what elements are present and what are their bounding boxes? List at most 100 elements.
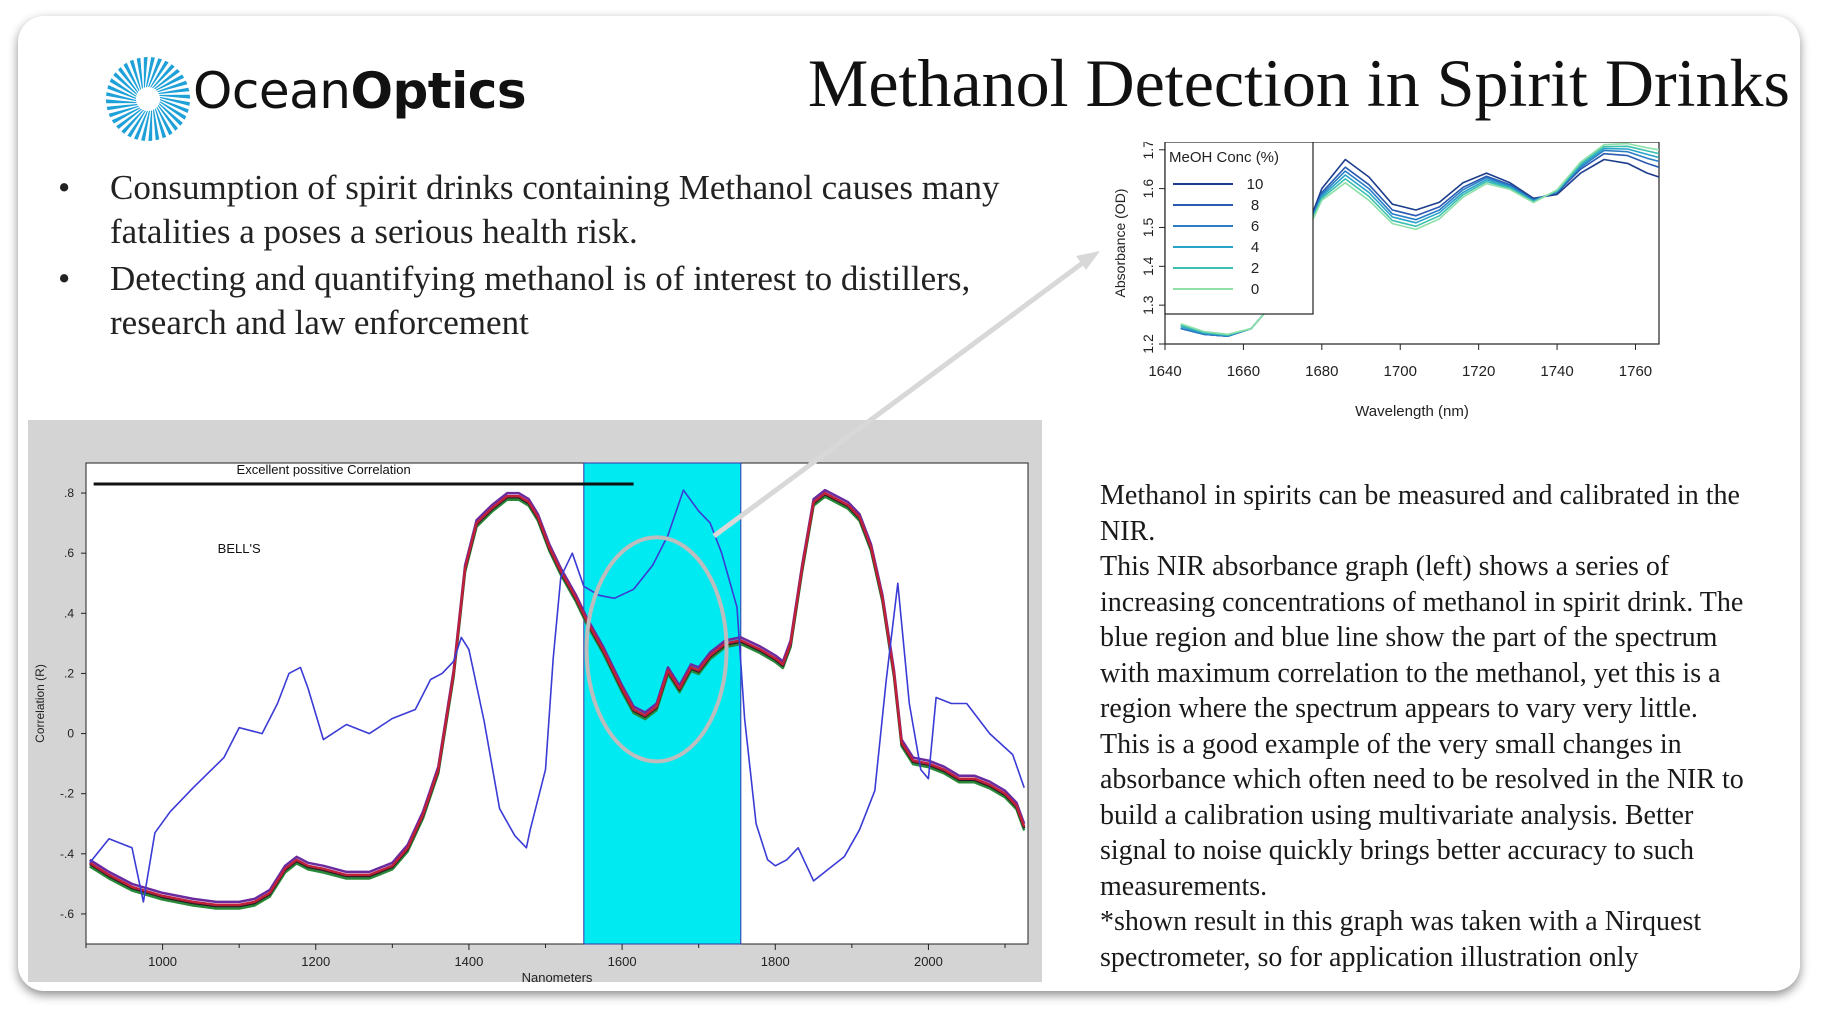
logo-ray-icon <box>136 57 143 89</box>
logo-ray-icon <box>148 58 162 87</box>
y-tick-label: -.2 <box>60 787 74 801</box>
description-paragraph: *shown result in this graph was taken wi… <box>1100 906 1702 973</box>
x-axis-label: Nanometers <box>522 970 593 982</box>
logo-ray-icon <box>152 64 175 89</box>
logo-ray-icon <box>154 108 167 139</box>
logo-ray-icon <box>159 94 190 99</box>
correlation-chart-panel: .8 .6 .4 .2 0 -.2 -.4 -.6 1000 1200 1400 1600 1800 20… <box>28 420 1042 985</box>
logo-ray-icon <box>118 67 139 93</box>
bullet-item: • Consumption of spirit drinks containing… <box>58 166 1038 254</box>
logo-ray-icon <box>108 105 139 118</box>
legend: MeOH Conc (%) 10 8 6 4 2 0 <box>1164 141 1314 315</box>
legend-title: MeOH Conc (%) <box>1169 149 1279 166</box>
slide: OceanOptics Methanol Detection in Spirit… <box>18 16 1800 991</box>
bullet-list: • Consumption of spirit drinks containing… <box>58 166 1038 348</box>
logo-ray-icon <box>121 109 144 134</box>
logo-ray-icon <box>143 57 148 88</box>
x-tick-label: 1640 <box>1148 363 1181 380</box>
logo-ray-icon <box>106 92 137 102</box>
logo-ray-icon <box>148 110 153 141</box>
highlight-region <box>583 462 742 945</box>
bullet-dot-icon: • <box>58 168 71 207</box>
legend-label: 6 <box>1251 218 1259 235</box>
logo-ray-icon <box>106 99 137 104</box>
y-tick-label: -.6 <box>60 907 74 921</box>
logo-ray-icon <box>129 59 142 90</box>
x-tick-label: 1600 <box>608 954 637 969</box>
y-tick-label: .8 <box>64 486 74 500</box>
logo-ray-icon <box>158 103 183 126</box>
legend-label: 4 <box>1251 239 1259 256</box>
logo-text-regular: Ocean <box>193 62 351 120</box>
x-tick-label: 1800 <box>761 954 790 969</box>
logo-burst-icon <box>106 57 190 141</box>
logo-ray-icon <box>123 62 140 92</box>
oceanoptics-logo: OceanOptics <box>103 54 527 149</box>
y-tick-label: 1.2 <box>1140 334 1156 354</box>
x-tick-label: 1660 <box>1227 363 1260 380</box>
y-tick-label: .6 <box>64 546 74 560</box>
x-tick-label: 1400 <box>454 954 483 969</box>
y-tick-label: 1.7 <box>1140 142 1156 160</box>
bullet-text: Detecting and quantifying methanol is of… <box>110 259 971 342</box>
logo-ray-icon <box>159 101 187 120</box>
description-paragraph: This NIR absorbance graph (left) shows a… <box>1100 551 1744 902</box>
legend-label: 0 <box>1251 281 1259 298</box>
correlation-line <box>89 489 1025 903</box>
y-axis-label: Absorbance (OD) <box>1112 189 1128 298</box>
highlight-ellipse <box>584 535 729 764</box>
logo-center-icon <box>139 90 157 108</box>
logo-text-bold: Optics <box>350 62 527 120</box>
logo-ray-icon <box>159 96 190 106</box>
logo-ray-icon <box>157 80 188 93</box>
logo-ray-icon <box>158 87 190 94</box>
x-tick-label: 1760 <box>1619 363 1652 380</box>
bullet-item: • Detecting and quantifying methanol is o… <box>58 257 1038 345</box>
bullet-text: Consumption of spirit drinks containing … <box>110 168 1000 251</box>
legend-label: 10 <box>1247 176 1264 193</box>
logo-ray-icon <box>155 74 185 91</box>
plot-area <box>85 462 1029 945</box>
logo-ray-icon <box>141 110 151 141</box>
absorbance-series-line <box>1180 142 1660 336</box>
absorbance-chart-panel: 1.2 1.3 1.4 1.5 1.6 1.7 1640 1660 1680 1700 1720 17… <box>1103 140 1673 482</box>
y-tick-label: 1.6 <box>1140 179 1156 199</box>
logo-ray-icon <box>107 85 136 99</box>
logo-ray-icon <box>150 60 169 88</box>
x-tick-label: 1740 <box>1540 363 1573 380</box>
logo-ray-icon <box>127 110 146 138</box>
annotation-label: BELL'S <box>218 541 261 556</box>
logo-ray-icon <box>111 107 141 124</box>
logo-ray-icon <box>134 111 148 140</box>
x-tick-label: 1200 <box>301 954 330 969</box>
y-tick-label: .2 <box>64 666 74 680</box>
description-paragraph: Methanol in spirits can be measured and … <box>1100 480 1740 547</box>
x-tick-label: 1720 <box>1462 363 1495 380</box>
x-tick-label: 1680 <box>1305 363 1338 380</box>
logo-ray-icon <box>154 69 180 90</box>
x-tick-label: 2000 <box>914 954 943 969</box>
legend-label: 2 <box>1251 260 1259 277</box>
y-tick-label: 0 <box>67 727 74 741</box>
legend-box <box>1164 141 1314 315</box>
x-tick-label: 1000 <box>148 954 177 969</box>
spectra-line <box>89 491 1026 907</box>
y-tick-label: 1.5 <box>1140 218 1156 238</box>
y-tick-label: -.4 <box>60 847 74 861</box>
logo-ray-icon <box>160 99 189 113</box>
logo-ray-icon <box>113 72 138 95</box>
logo-ray-icon <box>153 109 160 141</box>
bullet-dot-icon: • <box>58 259 71 298</box>
logo-ray-icon <box>157 105 178 131</box>
logo-ray-icon <box>106 104 138 111</box>
logo-ray-icon <box>145 57 155 88</box>
annotation-label: Excellent possitive Correlation <box>237 462 411 477</box>
logo-ray-icon <box>109 78 137 97</box>
slide-title: Methanol Detection in Spirit Drinks <box>807 45 1790 121</box>
absorbance-chart: 1.2 1.3 1.4 1.5 1.6 1.7 1640 1660 1680 1700 1720 17… <box>1112 140 1660 420</box>
logo-text: OceanOptics <box>193 62 527 120</box>
description-text: Methanol in spirits can be measured and … <box>1100 478 1750 975</box>
legend-label: 8 <box>1251 197 1259 214</box>
y-tick-label: 1.3 <box>1140 295 1156 315</box>
x-tick-label: 1700 <box>1384 363 1417 380</box>
